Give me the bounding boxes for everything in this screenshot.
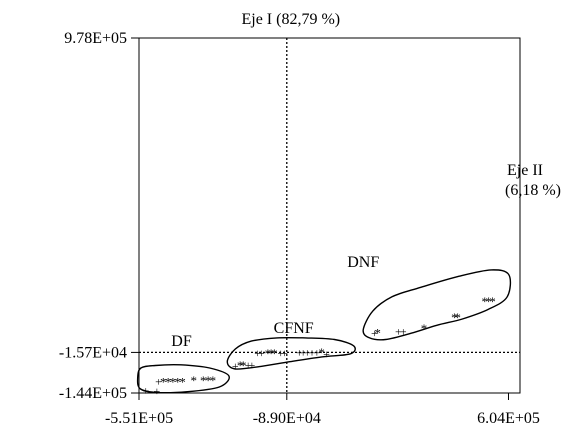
data-point-df: * xyxy=(210,373,217,388)
data-point-df: + xyxy=(142,383,149,397)
data-point-dnf: + xyxy=(371,326,378,340)
hull-df xyxy=(136,363,230,394)
data-point-df: + xyxy=(154,384,161,398)
data-point-dnf: * xyxy=(451,310,458,325)
data-point-cfnf: + xyxy=(309,346,316,360)
data-point-cfnf: * xyxy=(265,346,272,361)
x-axis-title: Eje I (82,79 %) xyxy=(241,11,340,28)
data-point-dnf: * xyxy=(485,294,492,309)
y-tick-label: -1.44E+05 xyxy=(59,385,127,402)
data-point-cfnf: + xyxy=(323,347,330,361)
group-label-cfnf: CFNF xyxy=(274,320,314,337)
data-point-df: * xyxy=(205,373,212,388)
x-tick-label: -5.51E+05 xyxy=(105,410,173,427)
data-point-df: * xyxy=(170,375,177,390)
hull-cfnf xyxy=(226,336,356,370)
data-point-df: * xyxy=(190,373,197,388)
y-tick-label: -1.57E+04 xyxy=(59,344,127,361)
data-point-dnf: + xyxy=(395,325,402,339)
data-point-cfnf: + xyxy=(254,346,261,360)
data-point-df: * xyxy=(174,375,181,390)
data-point-cfnf: + xyxy=(249,358,256,372)
data-point-df: * xyxy=(179,375,186,390)
axis-ticks: 9.78E+05 -1.57E+04 -1.44E+05 -5.51E+05 -8.90… xyxy=(59,30,540,427)
data-point-dnf: * xyxy=(489,294,496,309)
y-axis-title: Eje II (6,18 %) xyxy=(505,162,561,199)
data-point-dnf: * xyxy=(421,321,428,336)
data-points: + ++***** * ***+**++++ *** ++ +++++*++* ++ *****… xyxy=(142,294,495,398)
data-point-cfnf: + xyxy=(296,346,303,360)
group-labels: DF CFNF DNF xyxy=(171,254,379,350)
y-axis-title-line: Eje II xyxy=(507,162,543,179)
data-point-dnf: * xyxy=(374,326,381,341)
data-point-cfnf: + xyxy=(313,346,320,360)
data-point-dnf: + xyxy=(400,325,407,339)
data-point-cfnf: + xyxy=(300,346,307,360)
group-label-df: DF xyxy=(171,333,192,350)
data-point-cfnf: + xyxy=(281,346,288,360)
data-point-cfnf: * xyxy=(318,345,325,360)
plot-frame xyxy=(138,37,521,394)
data-point-cfnf: + xyxy=(232,359,239,373)
x-tick-label: -8.90E+04 xyxy=(253,410,321,427)
reference-lines xyxy=(139,38,520,393)
data-point-cfnf: * xyxy=(237,358,244,373)
y-axis-title-line: (6,18 %) xyxy=(505,182,561,199)
y-tick-label: 9.78E+05 xyxy=(64,30,127,47)
data-point-df: * xyxy=(160,375,167,390)
data-point-cfnf: * xyxy=(271,346,278,361)
data-point-cfnf: + xyxy=(304,346,311,360)
data-point-df: + xyxy=(155,375,162,389)
x-tick-label: 6.04E+05 xyxy=(477,410,540,427)
data-point-cfnf: + xyxy=(277,346,284,360)
data-point-df: * xyxy=(200,373,207,388)
data-point-cfnf: * xyxy=(268,346,275,361)
data-point-cfnf: + xyxy=(258,346,265,360)
data-point-cfnf: + xyxy=(245,358,252,372)
data-point-df: * xyxy=(165,375,172,390)
group-label-dnf: DNF xyxy=(347,254,379,271)
data-point-cfnf: * xyxy=(240,358,247,373)
data-point-dnf: * xyxy=(482,294,489,309)
data-point-dnf: * xyxy=(454,310,461,325)
group-hulls xyxy=(136,269,512,394)
hull-dnf xyxy=(362,269,512,341)
